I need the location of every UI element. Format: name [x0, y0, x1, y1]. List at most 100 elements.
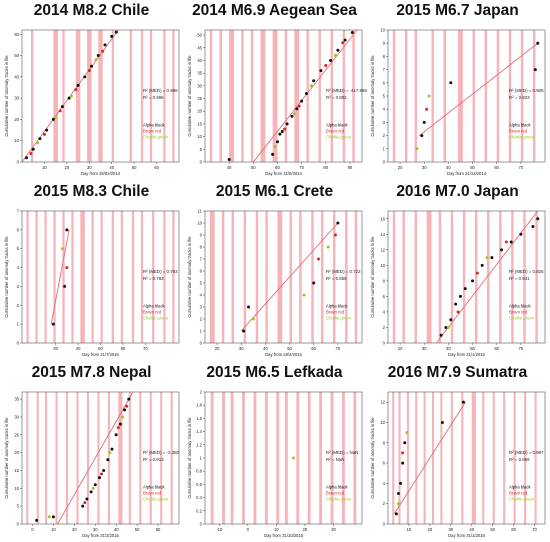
data-point-charlie	[333, 53, 337, 57]
data-point-alpha	[439, 333, 443, 337]
r-squared: R² = 0.869	[509, 457, 530, 462]
y-tick-label: 40	[197, 58, 202, 63]
legend-entry: Charlie green	[143, 134, 169, 139]
y-tick-label: 16	[380, 216, 385, 221]
data-point-bravo	[456, 310, 460, 314]
y-tick-label: 10	[197, 134, 202, 139]
anomaly-band	[163, 30, 166, 162]
data-point-alpha	[24, 156, 28, 160]
data-point-bravo	[87, 68, 91, 72]
data-point-alpha	[454, 302, 458, 306]
anomaly-band	[62, 30, 65, 162]
y-tick-label: 6	[200, 269, 203, 274]
anomaly-band	[221, 211, 225, 343]
y-tick-label: 30	[197, 83, 202, 88]
y-tick-label: 3	[200, 305, 203, 310]
anomaly-band	[398, 392, 401, 524]
y-axis-label: Cumulative number of anomaly tracks in f…	[370, 236, 375, 318]
anomaly-band	[299, 211, 302, 343]
data-point-alpha	[444, 325, 448, 329]
data-point-bravo	[42, 132, 46, 136]
legend-entry: Alpha black	[509, 122, 532, 127]
y-axis-label: Cumulative number of anomaly tracks in f…	[370, 55, 375, 137]
data-point-alpha	[449, 81, 453, 85]
x-tick-label: 60	[511, 527, 516, 532]
anomaly-band	[210, 392, 214, 524]
anomaly-band	[450, 211, 454, 343]
data-point-bravo	[317, 257, 321, 261]
data-point-alpha	[275, 140, 279, 144]
y-tick-label: 2	[383, 133, 386, 138]
data-point-alpha	[336, 48, 340, 52]
anomaly-band	[524, 392, 527, 524]
anomaly-band	[231, 211, 234, 343]
y-tick-label: 35	[197, 71, 202, 76]
data-point-alpha	[65, 228, 69, 232]
data-point-alpha	[63, 284, 67, 288]
data-point-alpha	[285, 122, 289, 126]
y-tick-label: 0	[17, 341, 20, 346]
y-tick-label: 5	[200, 281, 203, 286]
anomaly-band	[402, 211, 405, 343]
regression-line	[393, 401, 466, 515]
panel-sumatra-2016: 2016 M7.9 Sumatra 10 20 30 40 50 60 70 0 2 4 6 8 10 1…	[366, 362, 549, 542]
plot-area	[205, 211, 362, 343]
anomaly-band	[242, 392, 245, 524]
anomaly-band	[353, 392, 357, 524]
data-point-charlie	[94, 58, 98, 62]
x-tick-label: 50	[470, 165, 475, 170]
data-point-alpha	[394, 512, 398, 516]
data-point-charlie	[120, 415, 124, 419]
scatter-plot: 40 50 60 70 80 90 0 5 10 15 20 25 30 35 40 45 50 Day from…	[187, 29, 367, 176]
panel-chile-2015: 2015 M8.3 Chile 30 40 50 60 70 0 1 2 3 4 5 6 7 Day fr…	[0, 181, 183, 361]
y-tick-label: 0	[200, 341, 203, 346]
data-point-charlie	[273, 145, 277, 149]
anomaly-band	[511, 211, 514, 343]
scatter-plot: 10 20 30 40 50 60 0 10 20 30 40 50 60 Day from 28/02/…	[4, 29, 180, 176]
data-point-alpha	[60, 105, 64, 109]
data-point-alpha	[90, 64, 94, 68]
x-tick-label: 40	[76, 346, 81, 351]
data-point-alpha	[97, 476, 101, 480]
anomaly-band	[462, 211, 466, 343]
x-tick-label: 50	[251, 165, 256, 170]
data-point-alpha	[118, 422, 122, 426]
panel-nepal-2015: 2015 M7.8 Nepal 0 10 20 30 40 50 60 0 5 10 15 20 25 3…	[0, 362, 183, 542]
data-point-charlie	[292, 112, 296, 116]
panel-chile-2014: 2014 M8.2 Chile 10 20 30 40 50 60 0 10 20 30 40 50 6…	[0, 0, 183, 180]
r-squared: R² = 0.858	[326, 276, 347, 281]
anomaly-band	[26, 392, 29, 524]
anomaly-band	[513, 392, 516, 524]
y-tick-label: 15	[197, 121, 202, 126]
y-tick-label: 5	[17, 246, 20, 251]
y-tick-label: 1	[383, 146, 386, 151]
data-point-bravo	[58, 109, 62, 113]
y-tick-label: 8	[200, 245, 203, 250]
data-point-alpha	[319, 69, 323, 73]
data-point-alpha	[440, 420, 444, 424]
anomaly-band	[139, 392, 142, 524]
panel-title: 2015 M6.5 Lefkada	[206, 364, 343, 381]
anomaly-band	[129, 30, 132, 162]
panel-title: 2015 M8.3 Chile	[33, 183, 150, 200]
r-squared-med: R² (MED) = 0.996	[143, 88, 178, 93]
anomaly-band	[53, 30, 58, 162]
data-point-alpha	[246, 305, 250, 309]
scatter-plot: 10 20 30 40 50 60 70 0 2 4 6 8 10 12 Day from 31/1/201…	[370, 391, 546, 538]
anomaly-band	[352, 30, 355, 162]
axes-frame	[204, 210, 363, 344]
x-tick-label: 40	[263, 346, 268, 351]
y-tick-label: 35	[14, 397, 19, 402]
y-tick-label: 10	[197, 221, 202, 226]
anomaly-band	[484, 30, 488, 162]
panel-aegean-sea-2014: 2014 M6.9 Aegean Sea 40 50 60 70 80 90 0 5 10 15 2…	[183, 0, 367, 180]
data-point-charlie	[108, 451, 112, 455]
y-tick-label: 50	[197, 33, 202, 38]
y-tick-label: 1.2	[196, 442, 202, 447]
data-point-alpha	[106, 458, 110, 462]
data-point-alpha	[350, 31, 354, 35]
y-axis-label: Cumulative number of anomaly tracks in f…	[4, 55, 9, 137]
anomaly-band	[253, 392, 257, 524]
x-tick-label: 0	[31, 527, 34, 532]
anomaly-band	[75, 30, 81, 162]
